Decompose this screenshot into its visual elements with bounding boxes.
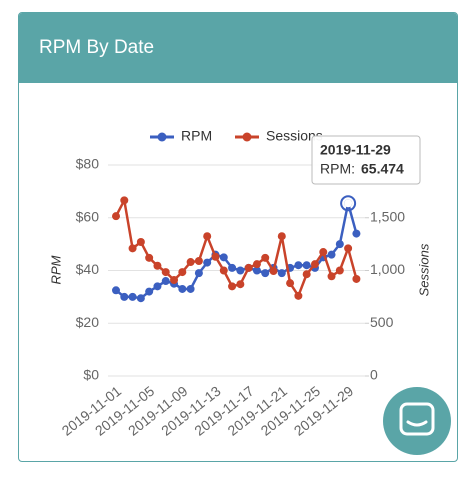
data-point xyxy=(120,292,129,301)
card-title: RPM By Date xyxy=(19,13,457,83)
data-point xyxy=(145,253,154,262)
data-point xyxy=(161,277,170,286)
chat-button[interactable] xyxy=(383,387,451,455)
data-point xyxy=(178,284,187,293)
tooltip-label: RPM: xyxy=(320,161,355,177)
data-point xyxy=(153,261,162,270)
data-point xyxy=(186,284,195,293)
data-point xyxy=(203,232,212,241)
data-point xyxy=(228,263,237,272)
data-point xyxy=(352,229,361,238)
data-point xyxy=(170,275,179,284)
data-point xyxy=(219,266,228,275)
data-point xyxy=(352,274,361,283)
y-axis-title: RPM xyxy=(48,255,63,284)
data-point xyxy=(211,252,220,261)
data-point xyxy=(319,248,328,257)
data-point xyxy=(236,280,245,289)
chat-icon xyxy=(399,402,435,436)
data-point xyxy=(261,253,270,262)
data-point xyxy=(252,266,261,275)
data-point xyxy=(335,266,344,275)
data-point xyxy=(302,261,311,270)
tooltip-title: 2019-11-29 xyxy=(320,142,391,158)
legend-marker xyxy=(157,132,167,142)
data-point xyxy=(120,196,129,205)
data-point xyxy=(194,257,203,266)
data-point xyxy=(236,266,245,275)
data-point xyxy=(269,267,278,276)
y2-tick-label: 1,500 xyxy=(370,208,405,224)
card: RPM By Date xyxy=(18,12,458,462)
y-tick-label: $60 xyxy=(76,208,100,224)
legend-marker xyxy=(242,132,252,142)
y-tick-label: $20 xyxy=(76,314,100,330)
y-tick-label: $40 xyxy=(76,261,100,277)
data-point xyxy=(277,269,286,278)
data-point xyxy=(294,261,303,270)
y2-axis-title: Sessions xyxy=(416,243,431,296)
y-tick-label: $0 xyxy=(83,367,99,383)
series-line xyxy=(114,196,358,299)
data-point xyxy=(335,240,344,249)
data-point xyxy=(128,292,137,301)
y2-tick-label: 500 xyxy=(370,314,394,330)
data-point xyxy=(112,212,120,221)
data-point xyxy=(153,282,162,291)
data-point xyxy=(145,287,154,296)
chat-smile xyxy=(406,420,428,427)
data-point xyxy=(344,244,353,253)
highlight-ring xyxy=(340,195,357,212)
data-point xyxy=(186,258,195,267)
data-point xyxy=(203,258,212,267)
tooltip-box xyxy=(311,135,421,185)
data-point xyxy=(327,272,336,281)
data-point xyxy=(286,279,295,288)
y2-tick-label: 0 xyxy=(370,367,378,383)
data-point xyxy=(277,232,286,241)
data-point xyxy=(310,260,319,269)
data-point xyxy=(136,238,145,247)
data-point xyxy=(252,260,261,269)
data-point xyxy=(112,286,120,295)
data-point xyxy=(261,269,270,278)
data-point xyxy=(294,291,303,300)
data-point xyxy=(178,268,187,277)
legend-label: RPM xyxy=(181,128,212,144)
data-point xyxy=(161,268,170,277)
data-point xyxy=(244,263,253,272)
legend-label: Sessions xyxy=(266,128,323,144)
data-point xyxy=(219,253,228,262)
data-point xyxy=(228,282,237,291)
data-point xyxy=(128,244,137,253)
highlight-center xyxy=(344,199,353,208)
y-tick-label: $80 xyxy=(76,156,100,172)
data-point xyxy=(302,270,311,279)
data-point xyxy=(194,269,203,278)
chat-circle xyxy=(383,387,451,455)
data-point xyxy=(327,250,336,259)
tooltip-value: 65.474 xyxy=(361,161,404,177)
data-point xyxy=(136,294,145,303)
y2-tick-label: 1,000 xyxy=(370,261,405,277)
